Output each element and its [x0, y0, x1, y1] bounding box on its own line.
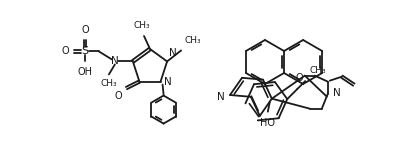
Text: CH₃: CH₃	[184, 36, 201, 45]
Text: N: N	[217, 92, 225, 102]
Text: N: N	[163, 77, 171, 87]
Text: O: O	[295, 73, 303, 83]
Text: N: N	[333, 88, 341, 98]
Text: CH₃: CH₃	[309, 66, 326, 75]
Text: O: O	[81, 25, 89, 35]
Text: HO: HO	[260, 118, 276, 128]
Text: O: O	[61, 46, 69, 56]
Text: S: S	[81, 46, 89, 56]
Text: N: N	[111, 56, 119, 66]
Text: CH₃: CH₃	[100, 79, 117, 88]
Text: CH₃: CH₃	[134, 21, 150, 30]
Text: O: O	[115, 91, 122, 101]
Text: OH: OH	[77, 67, 92, 77]
Text: N: N	[169, 49, 177, 59]
